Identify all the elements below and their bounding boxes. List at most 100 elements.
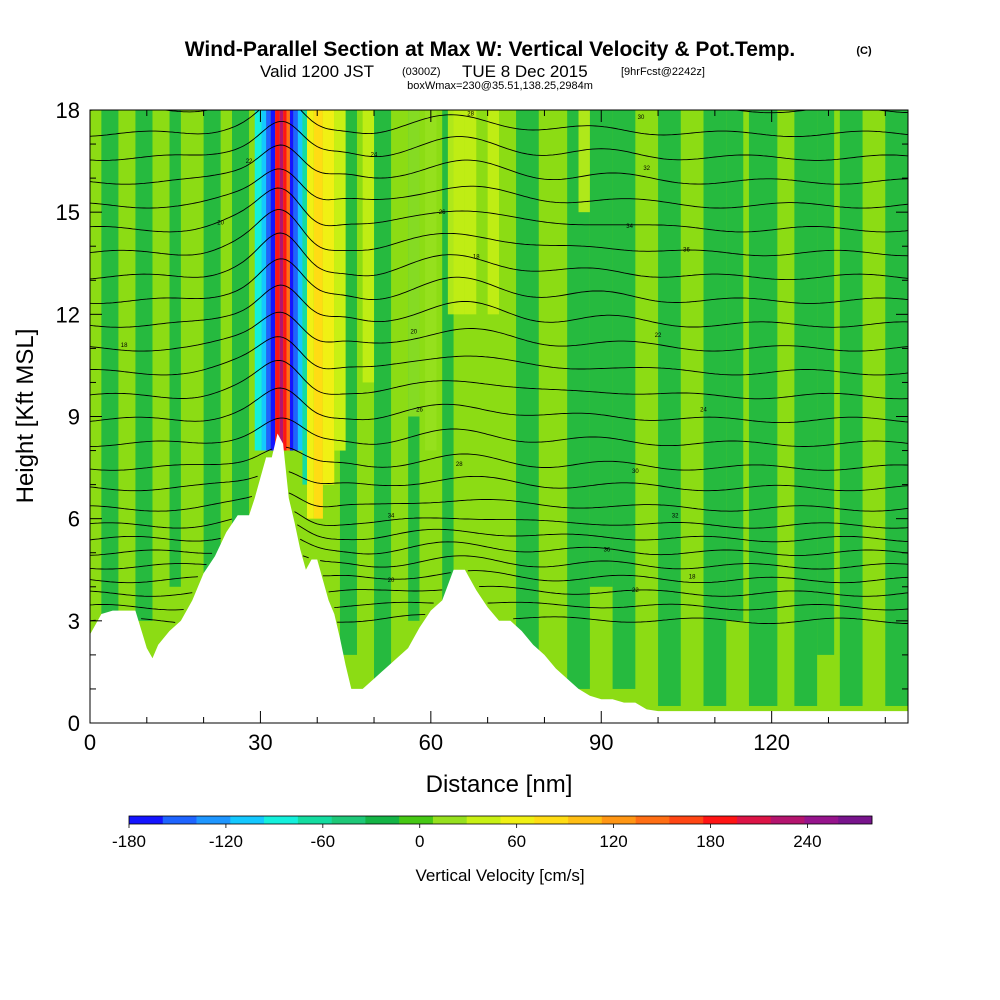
theta-contour [90, 258, 908, 304]
y-tick-label: 12 [56, 302, 80, 327]
colorbar-swatch [264, 816, 299, 824]
contour-label: 18 [473, 254, 480, 260]
theta-contour [90, 471, 908, 492]
plume-band [306, 110, 314, 519]
theta-contour [90, 601, 908, 611]
contour-label: 28 [467, 111, 474, 117]
velocity-band [203, 110, 221, 621]
contour-labels: 18 20 22 24 26 28 30 32 34 36 18 20 22 24 26 28 30 32 34 36… [121, 111, 708, 594]
theta-contour [90, 511, 908, 529]
colorbar-tick-label: 0 [415, 832, 424, 851]
velocity-band [748, 110, 778, 706]
plume-band [286, 110, 290, 451]
x-tick-label: 30 [248, 730, 272, 755]
y-tick-label: 6 [68, 507, 80, 532]
colorbar-swatch [365, 816, 400, 824]
velocity-band [578, 110, 590, 213]
contour-label: 34 [626, 224, 633, 230]
velocity-band [589, 110, 613, 587]
contour-label: 18 [121, 343, 128, 349]
theta-contour [90, 336, 908, 376]
plot-area: 18 20 22 24 26 28 30 32 34 36 18 20 22 24 26 28 30 32 34 36… [90, 110, 908, 723]
colorbar-tick-label: -180 [112, 832, 146, 851]
valid-utc: (0300Z) [402, 66, 441, 78]
x-tick-label: 90 [589, 730, 613, 755]
colorbar-swatch [568, 816, 603, 824]
velocity-band [612, 110, 636, 689]
chart-title: Wind-Parallel Section at Max W: Vertical… [185, 38, 796, 61]
velocity-band [817, 110, 835, 655]
colorbar-tick-label: 60 [507, 832, 526, 851]
colorbar-tick-label: 240 [793, 832, 821, 851]
y-tick-label: 15 [56, 200, 80, 225]
colorbar-swatch [635, 816, 670, 824]
y-axis-label: Height [Kft MSL] [12, 329, 39, 504]
velocity-band [703, 110, 727, 706]
contour-label: 24 [700, 408, 707, 414]
forecast-info: [9hrFcst@2242z] [621, 66, 705, 78]
valid-date: TUE 8 Dec 2015 [462, 62, 588, 81]
contour-label: 20 [388, 578, 395, 584]
velocity-band [794, 110, 818, 706]
contour-label: 22 [246, 159, 253, 165]
y-tick-label: 9 [68, 405, 80, 430]
x-tick-label: 60 [419, 730, 443, 755]
colorbar-swatch [534, 816, 569, 824]
velocity-band [516, 110, 539, 689]
colorbar-swatch [669, 816, 704, 824]
plume-band [297, 110, 303, 451]
theta-contour [90, 570, 908, 584]
theta-contour [90, 492, 908, 512]
theta-contour [90, 120, 908, 161]
velocity-band [408, 110, 420, 417]
colorbar-frame [128, 815, 873, 825]
theta-contour [90, 110, 908, 138]
velocity-band [487, 110, 499, 315]
plume-band [322, 110, 335, 485]
colorbar-swatch [703, 816, 738, 824]
y-tick-label: 0 [68, 711, 80, 736]
velocity-band [464, 110, 477, 315]
colorbar-swatch [162, 816, 197, 824]
velocity-band [362, 110, 375, 383]
plume-band [261, 110, 267, 451]
plume-band [334, 110, 346, 451]
contour-label: 22 [655, 333, 662, 339]
plume-band [313, 110, 323, 519]
theta-contour [90, 538, 908, 556]
velocity-band [885, 110, 908, 706]
plume-band [270, 110, 276, 451]
contour-label: 32 [672, 513, 679, 519]
colorbar-swatch [297, 816, 332, 824]
contour-label: 32 [643, 166, 650, 172]
velocity-band [447, 110, 465, 315]
colorbar-swatch [230, 816, 265, 824]
colorbar-swatch [196, 816, 231, 824]
theta-contour [90, 232, 908, 281]
y-tick-label: 18 [56, 98, 80, 123]
colorbar-swatch [500, 816, 535, 824]
contour-label: 34 [388, 513, 395, 519]
colorbar-swatch [838, 816, 873, 824]
velocity-band [442, 110, 454, 621]
plume-band [275, 110, 280, 451]
colorbar-tick-label: 120 [599, 832, 627, 851]
velocity-band [101, 110, 119, 723]
theta-contour [90, 311, 908, 352]
colorbar-swatch [601, 816, 636, 824]
theta-contour [90, 359, 908, 400]
terrain [90, 433, 908, 723]
contour-label: 28 [456, 462, 463, 468]
contour-label: 20 [410, 329, 417, 335]
colorbar-swatch [466, 816, 501, 824]
copyright-mark: (C) [856, 45, 872, 57]
velocity-band [839, 110, 863, 706]
plume-band [266, 110, 271, 451]
plume-band [289, 110, 294, 451]
contour-label: 24 [371, 152, 378, 158]
theta-contour [90, 417, 908, 447]
x-tick-label: 0 [84, 730, 96, 755]
x-axis-label: Distance [nm] [426, 771, 573, 798]
colorbar-label: Vertical Velocity [cm/s] [415, 866, 584, 885]
